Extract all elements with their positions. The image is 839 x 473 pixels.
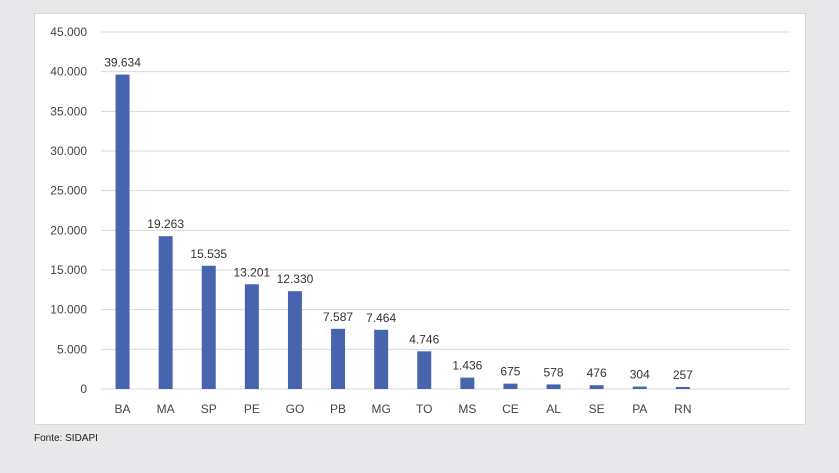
x-axis-categories: BA MA SP PE GO PB MG TO MS CE AL SE PA RN: [115, 402, 692, 416]
bar-chart: 0 5.000 10.000 15.000 20.000 25.000 30.000 35.0…: [50, 25, 790, 416]
category-label: PE: [244, 402, 260, 416]
bar-ba: [115, 74, 130, 390]
data-label: 13.201: [233, 265, 270, 279]
y-tick-label: 5.000: [57, 342, 87, 356]
category-label: AL: [546, 402, 561, 416]
category-label: MA: [157, 402, 175, 416]
category-label: MS: [458, 402, 476, 416]
category-label: BA: [115, 402, 131, 416]
bar-to: [417, 351, 432, 389]
data-label: 675: [500, 365, 520, 379]
data-label: 257: [673, 368, 693, 382]
y-axis-ticks: 0 5.000 10.000 15.000 20.000 25.000 30.000 35.0…: [50, 25, 87, 396]
data-labels: 39.634 19.263 15.535 13.201 12.330 7.587 7.464…: [104, 56, 693, 382]
y-tick-label: 25.000: [50, 184, 87, 198]
gridlines: [101, 31, 790, 390]
bar-go: [287, 291, 302, 389]
y-tick-label: 35.000: [50, 104, 87, 118]
data-label: 304: [630, 368, 650, 382]
y-tick-label: 0: [80, 382, 87, 396]
data-label: 7.587: [323, 310, 353, 324]
category-label: GO: [286, 402, 305, 416]
category-label: PA: [632, 402, 647, 416]
category-label: CE: [502, 402, 519, 416]
bar-pb: [331, 328, 346, 389]
y-tick-label: 45.000: [50, 25, 87, 39]
y-tick-label: 15.000: [50, 263, 87, 277]
bar-ms: [460, 377, 475, 389]
bar-pa: [632, 386, 647, 389]
y-tick-label: 20.000: [50, 223, 87, 237]
bar-se: [589, 385, 604, 389]
data-label: 4.746: [409, 332, 439, 346]
bar-ma: [158, 236, 173, 389]
data-label: 19.263: [147, 217, 184, 231]
bars: [115, 74, 690, 390]
data-label: 1.436: [452, 359, 482, 373]
data-label: 7.464: [366, 311, 396, 325]
chart-card: 0 5.000 10.000 15.000 20.000 25.000 30.000 35.0…: [34, 13, 806, 425]
data-label: 476: [587, 366, 607, 380]
category-label: TO: [416, 402, 432, 416]
bar-mg: [374, 329, 389, 389]
category-label: SE: [589, 402, 605, 416]
category-label: PB: [330, 402, 346, 416]
bar-sp: [201, 265, 216, 389]
data-label: 12.330: [277, 272, 314, 286]
bar-rn: [675, 386, 690, 389]
source-note: Fonte: SIDAPI: [34, 433, 98, 444]
category-label: MG: [371, 402, 390, 416]
category-label: SP: [201, 402, 217, 416]
y-tick-label: 30.000: [50, 144, 87, 158]
bar-pe: [244, 284, 259, 389]
bar-ce: [503, 383, 518, 389]
data-label: 39.634: [104, 56, 141, 70]
data-label: 15.535: [190, 247, 227, 261]
data-label: 578: [544, 365, 564, 379]
category-label: RN: [674, 402, 691, 416]
y-tick-label: 10.000: [50, 303, 87, 317]
y-tick-label: 40.000: [50, 65, 87, 79]
bar-al: [546, 384, 561, 389]
